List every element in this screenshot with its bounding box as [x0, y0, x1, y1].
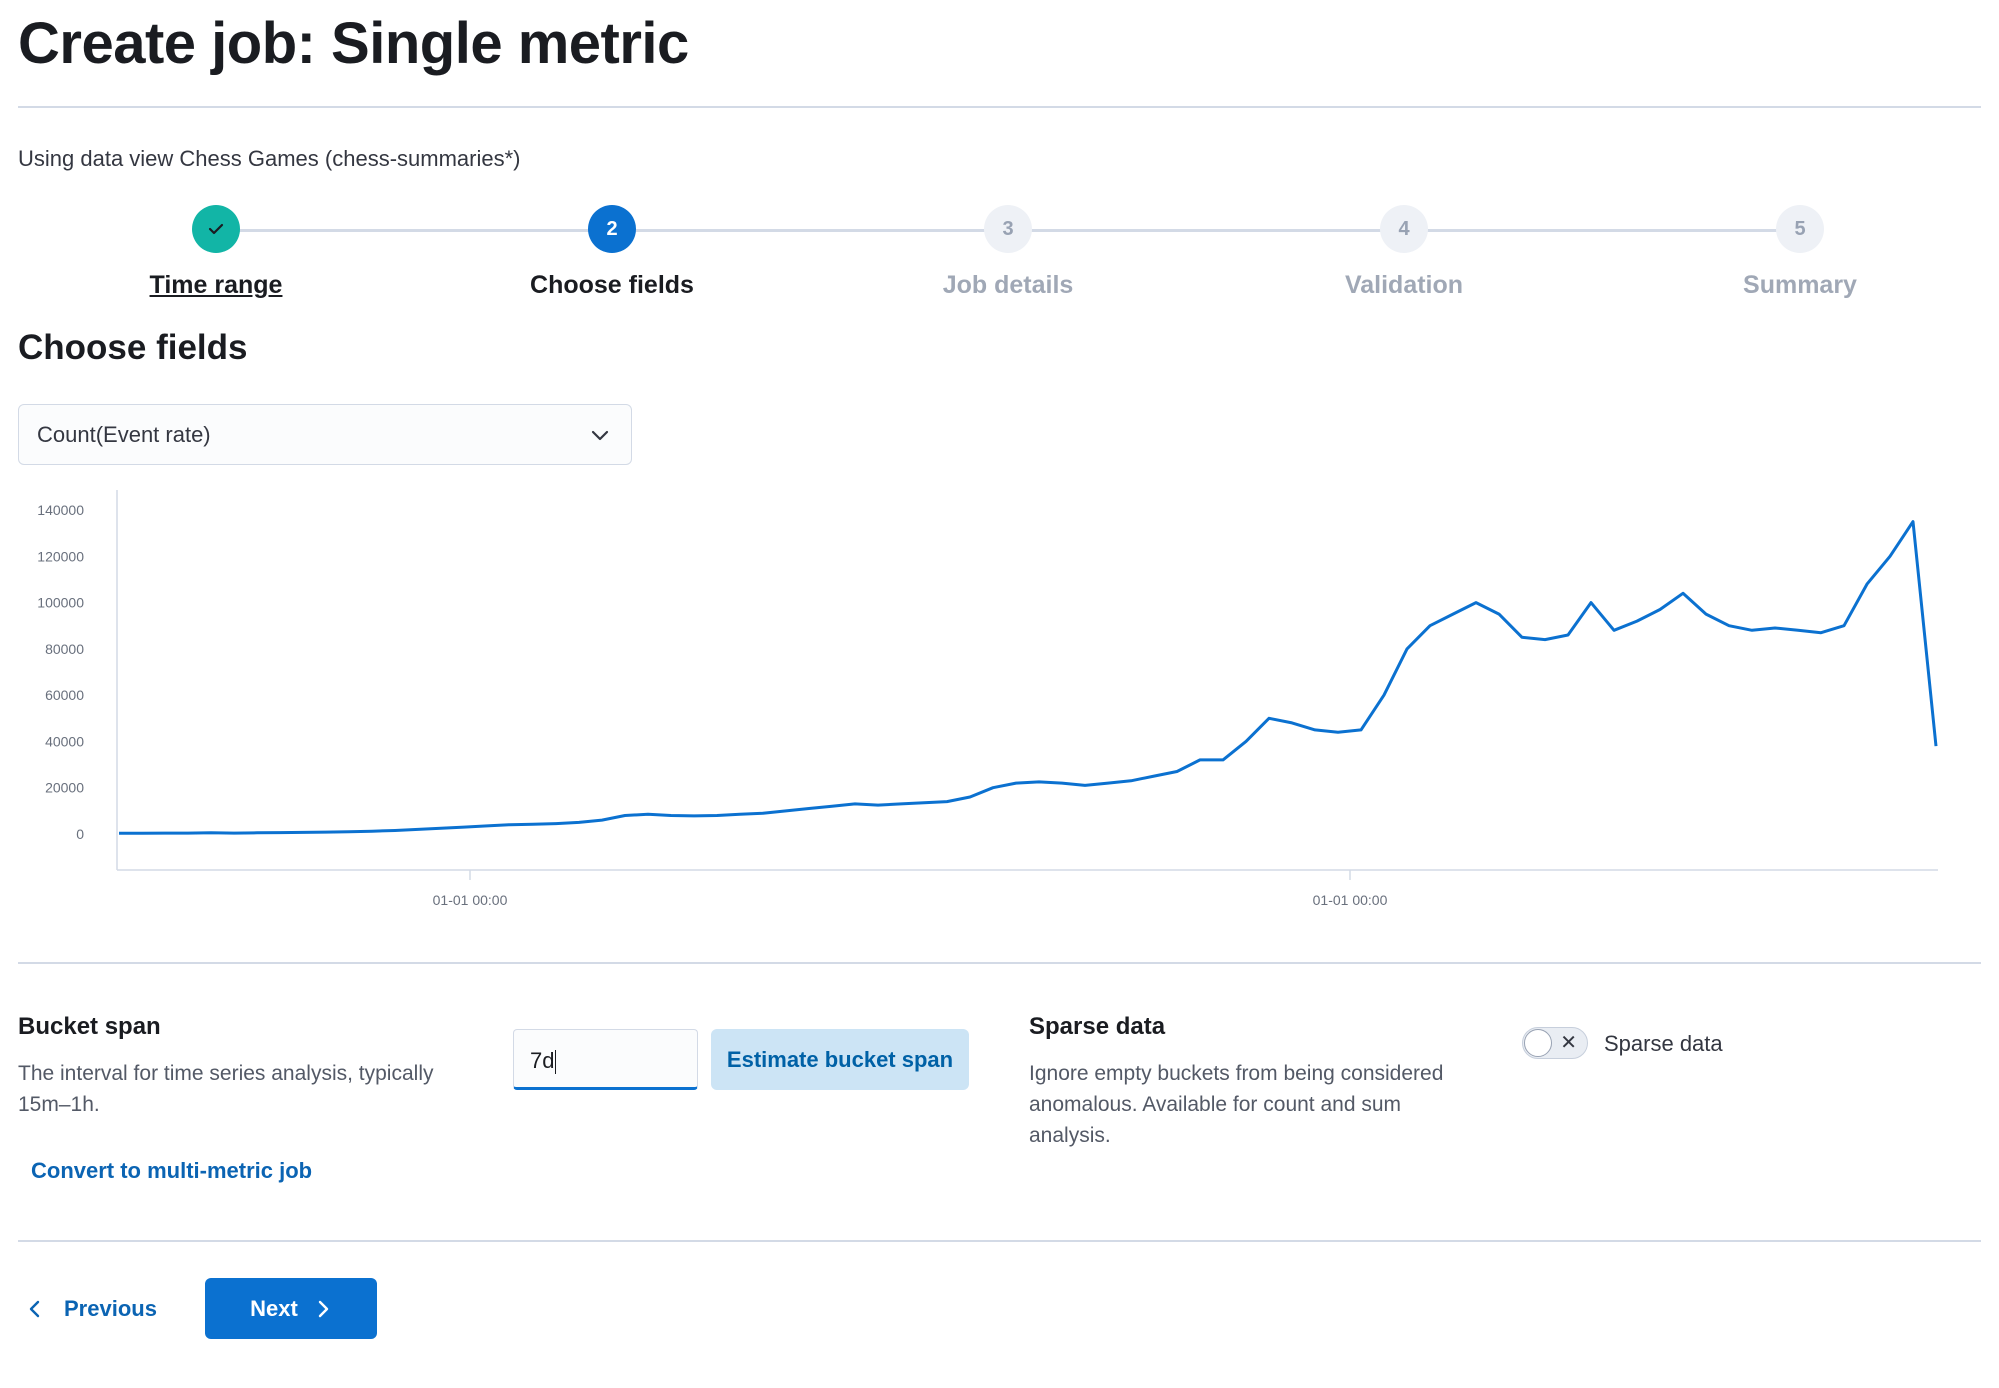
y-tick-label: 140000 [37, 502, 84, 518]
step-validation: 4 Validation [1204, 205, 1604, 300]
description-line: anomalous. Available for count and sum [1029, 1093, 1402, 1116]
description-line: The interval for time series analysis, t… [18, 1062, 434, 1085]
step-job-details: 3 Job details [808, 205, 1208, 300]
previous-button[interactable]: Previous [26, 1278, 157, 1339]
estimate-bucket-span-button[interactable]: Estimate bucket span [711, 1029, 969, 1090]
divider [18, 1240, 1981, 1242]
chevron-down-icon [591, 430, 609, 441]
series-line [119, 520, 1938, 835]
page-title: Create job: Single metric [18, 11, 689, 76]
x-tick-label: 01-01 00:00 [1313, 892, 1388, 908]
x-tick-label: 01-01 00:00 [433, 892, 508, 908]
y-tick-label: 120000 [37, 548, 84, 564]
divider [18, 106, 1981, 108]
data-view-text: Using data view Chess Games (chess-summa… [18, 146, 521, 171]
check-icon [208, 223, 224, 235]
description-line: Ignore empty buckets from being consider… [1029, 1062, 1444, 1085]
step-time-range[interactable]: Time range [16, 205, 416, 300]
step-number: 4 [1380, 205, 1428, 253]
next-label: Next [250, 1295, 298, 1321]
description-line: 15m–1h. [18, 1093, 100, 1116]
y-tick-label: 60000 [45, 687, 84, 703]
next-button[interactable]: Next [205, 1278, 377, 1339]
sparse-data-toggle-label[interactable]: Sparse data [1604, 1031, 1723, 1056]
chevron-right-icon [318, 1300, 329, 1317]
previous-label: Previous [64, 1295, 157, 1321]
close-icon: ✕ [1560, 1032, 1577, 1054]
y-tick-label: 100000 [37, 595, 84, 611]
bucket-span-title: Bucket span [18, 1013, 161, 1040]
toggle-knob [1524, 1029, 1552, 1057]
y-tick-label: 40000 [45, 733, 84, 749]
section-title: Choose fields [18, 328, 248, 367]
field-select-value: Count(Event rate) [37, 421, 211, 447]
description-line: analysis. [1029, 1124, 1111, 1147]
step-label: Job details [942, 271, 1074, 299]
event-rate-chart: 020000400006000080000100000120000140000 … [37, 490, 1938, 908]
text-caret [555, 1050, 557, 1075]
stepper: Time range 2 Choose fields 3 Job details… [0, 205, 1999, 305]
y-tick-label: 20000 [45, 780, 84, 796]
step-summary: 5 Summary [1600, 205, 1999, 300]
field-select[interactable]: Count(Event rate) [18, 404, 632, 465]
bucket-span-value: 7d [530, 1048, 555, 1073]
y-tick-label: 0 [76, 826, 84, 842]
y-tick-label: 80000 [45, 641, 84, 657]
step-label: Choose fields [530, 271, 694, 299]
bucket-span-input[interactable]: 7d [513, 1029, 698, 1090]
step-complete-circle [192, 205, 240, 253]
sparse-data-toggle[interactable]: ✕ [1522, 1027, 1588, 1059]
sparse-data-description: Ignore empty buckets from being consider… [1029, 1058, 1443, 1151]
step-label: Summary [1743, 271, 1857, 299]
step-choose-fields: 2 Choose fields [412, 205, 812, 300]
step-number: 5 [1776, 205, 1824, 253]
step-label[interactable]: Time range [149, 271, 283, 299]
step-label: Validation [1344, 271, 1464, 299]
sparse-data-title: Sparse data [1029, 1013, 1166, 1040]
step-number: 2 [588, 205, 636, 253]
divider [18, 962, 1981, 964]
step-number: 3 [984, 205, 1032, 253]
bucket-span-description: The interval for time series analysis, t… [18, 1058, 433, 1120]
convert-to-multi-metric-link[interactable]: Convert to multi-metric job [31, 1158, 313, 1183]
chevron-left-icon [29, 1300, 40, 1317]
